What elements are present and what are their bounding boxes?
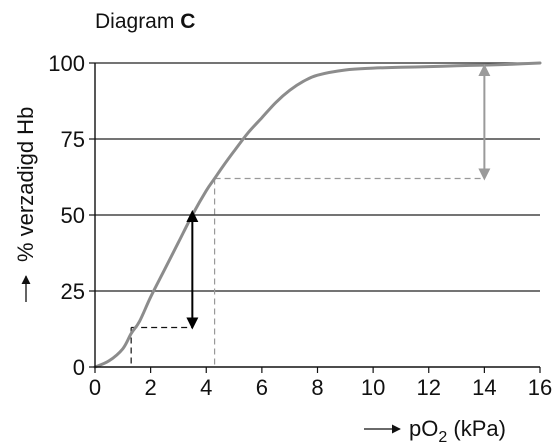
x-tick-label-10: 10 — [361, 375, 385, 400]
y-axis-label: % verzadigd Hb — [13, 107, 38, 262]
series-line-0 — [93, 61, 542, 369]
chart-title-letter: C — [180, 10, 195, 33]
x-axis-label: pO2 (kPa) — [409, 416, 506, 443]
y-axis-label-group: % verzadigd Hb — [13, 107, 38, 302]
x-tick-label-8: 8 — [311, 375, 323, 400]
x-tick-label-2: 2 — [145, 375, 157, 400]
x-tick-label-14: 14 — [472, 375, 496, 400]
x-axis-label-group: pO2 (kPa) — [364, 416, 506, 443]
x-tick-label-12: 12 — [417, 375, 441, 400]
x-tick-label-4: 4 — [200, 375, 212, 400]
x-tick-label-6: 6 — [256, 375, 268, 400]
y-tick-label-0: 0 — [73, 355, 85, 380]
y-tick-label-100: 100 — [48, 51, 85, 76]
grid — [95, 62, 540, 292]
series-layer — [93, 61, 542, 369]
x-axis-label-unit: (kPa) — [447, 416, 506, 441]
x-axis-label-sub: 2 — [438, 429, 447, 443]
y-tick-label-25: 25 — [61, 279, 85, 304]
x-tick-labels: 0 2 4 6 8 10 12 14 16 — [89, 375, 552, 400]
x-tick-label-0: 0 — [89, 375, 101, 400]
y-tick-labels: 0 25 50 75 100 — [48, 51, 85, 380]
x-tick-label-16: 16 — [528, 375, 552, 400]
x-axis-label-main: pO — [409, 416, 438, 441]
chart-title-prefix: Diagram — [95, 10, 174, 33]
arrows — [186, 64, 491, 330]
chart-title: Diagram C — [95, 10, 195, 33]
guides — [130, 177, 485, 367]
axes — [89, 62, 541, 373]
y-tick-label-75: 75 — [61, 127, 85, 152]
y-tick-label-50: 50 — [61, 203, 85, 228]
